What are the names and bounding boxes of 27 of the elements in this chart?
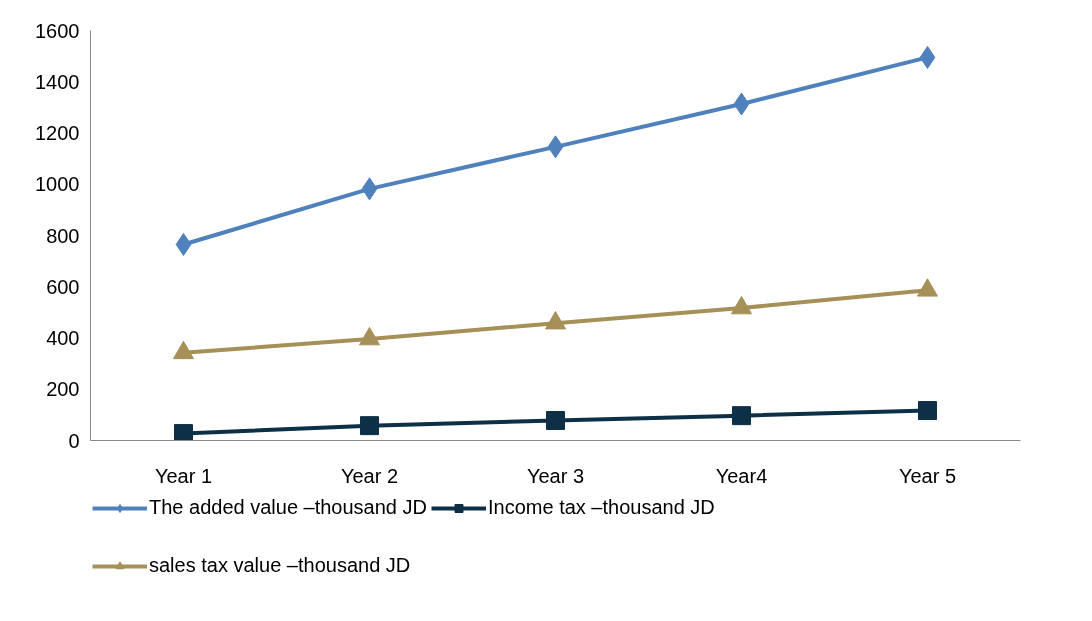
legend-label: The added value –thousand JD bbox=[149, 496, 427, 519]
point bbox=[732, 406, 751, 426]
y-tick-label: 0 bbox=[68, 429, 80, 452]
x-tick-label: Year4 bbox=[715, 464, 768, 487]
point bbox=[547, 135, 564, 159]
y-tick-label: 600 bbox=[46, 275, 80, 298]
point bbox=[733, 92, 750, 116]
y-tick-label: 1400 bbox=[35, 70, 80, 93]
point bbox=[361, 177, 378, 201]
y-tick-label: 1600 bbox=[35, 19, 80, 42]
x-tick-label: Year 1 bbox=[154, 464, 213, 487]
y-tick-label: 200 bbox=[46, 378, 80, 401]
point bbox=[360, 416, 379, 436]
point bbox=[546, 411, 565, 431]
point bbox=[919, 45, 936, 69]
y-tick-label: 400 bbox=[46, 327, 80, 349]
x-tick-label: Year 2 bbox=[340, 464, 399, 487]
x-tick-label: Year 3 bbox=[526, 464, 585, 487]
point bbox=[174, 424, 193, 441]
legend-label: sales tax value –thousand JD bbox=[149, 554, 411, 577]
legend-label: Income tax –thousand JD bbox=[487, 496, 715, 519]
point bbox=[175, 232, 192, 256]
y-tick-label: 800 bbox=[46, 224, 80, 247]
y-tick-label: 1000 bbox=[35, 173, 80, 196]
point bbox=[918, 401, 937, 421]
y-tick-label: 1200 bbox=[35, 122, 80, 144]
x-tick-label: Year 5 bbox=[898, 464, 957, 487]
